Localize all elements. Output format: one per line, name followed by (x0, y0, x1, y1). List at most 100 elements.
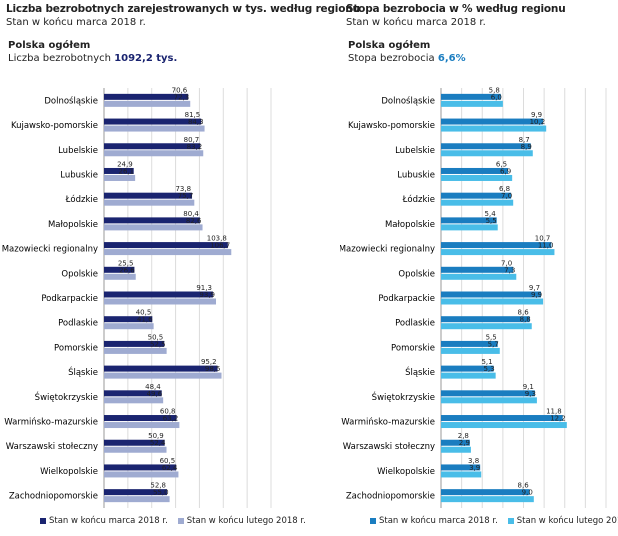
bar-march (104, 93, 189, 100)
value-label: 70,6 (172, 86, 188, 94)
summary-heading: Polska ogółem (348, 40, 431, 51)
category-label: Podlaskie (395, 319, 435, 329)
legend: Stan w końcu marca 2018 r. Stan w końcu … (40, 516, 316, 526)
summary-value: 6,6% (437, 53, 466, 64)
value-label: 9,1 (523, 383, 534, 391)
value-label: 5,7 (488, 340, 499, 348)
bar-march (441, 340, 498, 347)
bar-march (441, 143, 531, 150)
bar-march (441, 464, 481, 471)
category-label: Lubelskie (58, 146, 98, 156)
value-label: 9,7 (529, 284, 540, 292)
chart-title: Liczba bezrobotnych zarejestrowanych w t… (6, 3, 360, 15)
value-label: 10,7 (535, 235, 551, 243)
legend-label-march: Stan w końcu marca 2018 r. (379, 516, 498, 526)
bar-february (441, 496, 534, 503)
legend-item-march: Stan w końcu marca 2018 r. (370, 516, 498, 526)
bar-march (104, 118, 202, 125)
value-label: 2,8 (458, 432, 469, 440)
value-label: 8,8 (520, 316, 531, 324)
bar-march (104, 340, 165, 347)
category-label: Małopolskie (48, 220, 98, 230)
bar-march (441, 167, 509, 174)
summary-value: 1092,2 tys. (114, 53, 178, 64)
value-label: 84,3 (188, 118, 204, 126)
legend-label-march: Stan w końcu marca 2018 r. (49, 516, 168, 526)
value-label: 12,2 (550, 415, 566, 423)
category-label: Opolskie (61, 269, 98, 279)
value-label: 26,6 (119, 266, 135, 274)
bar-march (104, 439, 165, 446)
value-label: 7,0 (501, 259, 512, 267)
value-label: 8,7 (519, 136, 530, 144)
value-label: 25,5 (118, 259, 134, 267)
value-label: 9,9 (531, 111, 542, 119)
chart-title: Stopa bezrobocia w % według regionu (346, 3, 566, 15)
bar-february (441, 174, 513, 181)
value-label: 91,3 (196, 284, 212, 292)
value-label: 2,9 (459, 439, 470, 447)
value-label: 9,3 (525, 390, 536, 398)
bar-february (104, 150, 204, 157)
legend-item-february: Stan w końcu lutego 2018 r. (177, 516, 306, 526)
bar-march (104, 192, 193, 199)
value-label: 62,4 (162, 464, 178, 472)
legend-item-march: Stan w końcu marca 2018 r. (40, 516, 168, 526)
value-label: 103,8 (207, 235, 227, 243)
category-label: Śląskie (405, 366, 435, 378)
bar-february (104, 422, 180, 429)
value-label: 5,3 (484, 365, 495, 373)
value-label: 50,9 (148, 432, 164, 440)
value-label: 8,9 (521, 143, 532, 151)
value-label: 26,1 (119, 167, 135, 175)
bar-march (441, 291, 542, 298)
value-label: 5,5 (486, 333, 497, 341)
category-label: Lubuskie (397, 170, 435, 180)
category-label: Mazowiecki regionalny (340, 245, 435, 255)
value-label: 80,7 (184, 136, 200, 144)
category-label: Pomorskie (391, 343, 435, 353)
category-label: Świętokrzyskie (35, 391, 98, 403)
category-label: Warmińsko-mazurskie (4, 418, 98, 428)
bar-february (441, 249, 555, 256)
value-label: 80,4 (183, 210, 199, 218)
value-label: 10,2 (530, 118, 546, 126)
value-label: 8,6 (518, 309, 530, 317)
category-label: Podkarpackie (378, 294, 435, 304)
value-label: 5,1 (481, 358, 492, 366)
category-label: Lubelskie (395, 146, 435, 156)
bar-march (104, 167, 134, 174)
value-label: 41,6 (137, 316, 153, 324)
value-label: 75,7 (178, 192, 194, 200)
category-label: Warszawski stołeczny (343, 442, 435, 452)
bar-march (104, 415, 177, 422)
bar-february (441, 323, 532, 330)
bar-march (441, 365, 494, 372)
value-label: 40,5 (136, 309, 152, 317)
bar-march (441, 118, 544, 125)
value-label: 5,5 (486, 217, 497, 225)
legend-swatch-march (40, 518, 46, 524)
bar-february (441, 298, 544, 305)
bar-february (104, 100, 191, 107)
bar-march (441, 266, 514, 273)
value-label: 48,4 (145, 383, 161, 391)
value-label: 9,9 (531, 291, 542, 299)
bar-february (104, 323, 154, 330)
bar-march (441, 415, 563, 422)
bar-february (104, 298, 217, 305)
legend-swatch-february (507, 518, 514, 524)
legend-swatch-march (370, 518, 376, 524)
bar-march (104, 291, 213, 298)
value-label: 83,2 (187, 143, 203, 151)
bar-march (104, 489, 167, 496)
legend-item-february: Stan w końcu lutego 2018 r. (507, 516, 618, 526)
value-label: 11,0 (538, 242, 554, 250)
value-label: 82,6 (186, 217, 202, 225)
bar-march (104, 266, 135, 273)
bar-february (441, 372, 496, 379)
value-label: 60,8 (160, 408, 176, 416)
value-label: 72,3 (174, 93, 190, 101)
bar-february (441, 422, 567, 429)
value-label: 49,6 (147, 390, 163, 398)
